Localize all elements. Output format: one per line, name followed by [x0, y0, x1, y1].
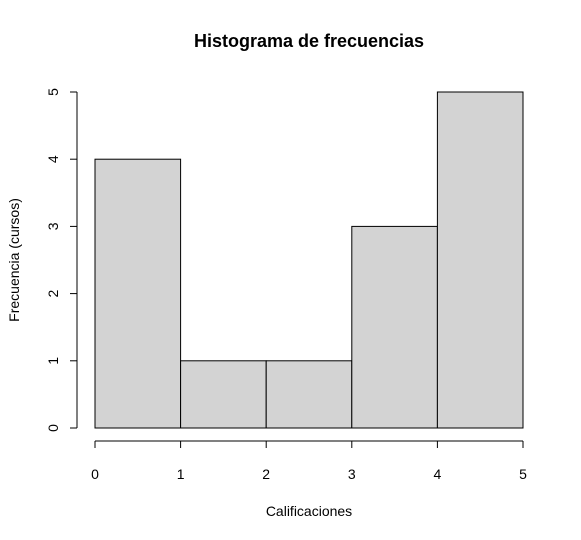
x-tick-label-3: 3	[348, 466, 356, 482]
x-tick-label-0: 0	[91, 466, 99, 482]
histogram-bar-1	[180, 360, 267, 429]
y-axis-label: Frecuencia (cursos)	[6, 198, 22, 322]
x-tick-label-2: 2	[262, 466, 270, 482]
y-tick-label-4: 4	[45, 155, 61, 163]
x-tick-label-1: 1	[177, 466, 185, 482]
histogram-bar-2	[265, 360, 353, 429]
y-tick-label-0: 0	[45, 424, 61, 432]
x-axis-label: Calificaciones	[266, 503, 352, 519]
y-axis: 0 1 2 3 4 5	[45, 88, 78, 432]
y-tick-label-3: 3	[45, 222, 61, 230]
y-tick-label-2: 2	[45, 289, 61, 297]
bars-layer	[94, 91, 524, 429]
x-axis: 0 1 2 3 4 5	[91, 440, 527, 482]
y-tick-label-1: 1	[45, 357, 61, 365]
y-tick-label-5: 5	[45, 88, 61, 96]
histogram-bar-4	[436, 91, 524, 429]
histogram-bar-0	[94, 158, 182, 429]
chart-title: Histograma de frecuencias	[194, 31, 424, 51]
x-tick-label-4: 4	[434, 466, 442, 482]
x-tick-label-5: 5	[519, 466, 527, 482]
histogram-bar-3	[351, 225, 438, 429]
